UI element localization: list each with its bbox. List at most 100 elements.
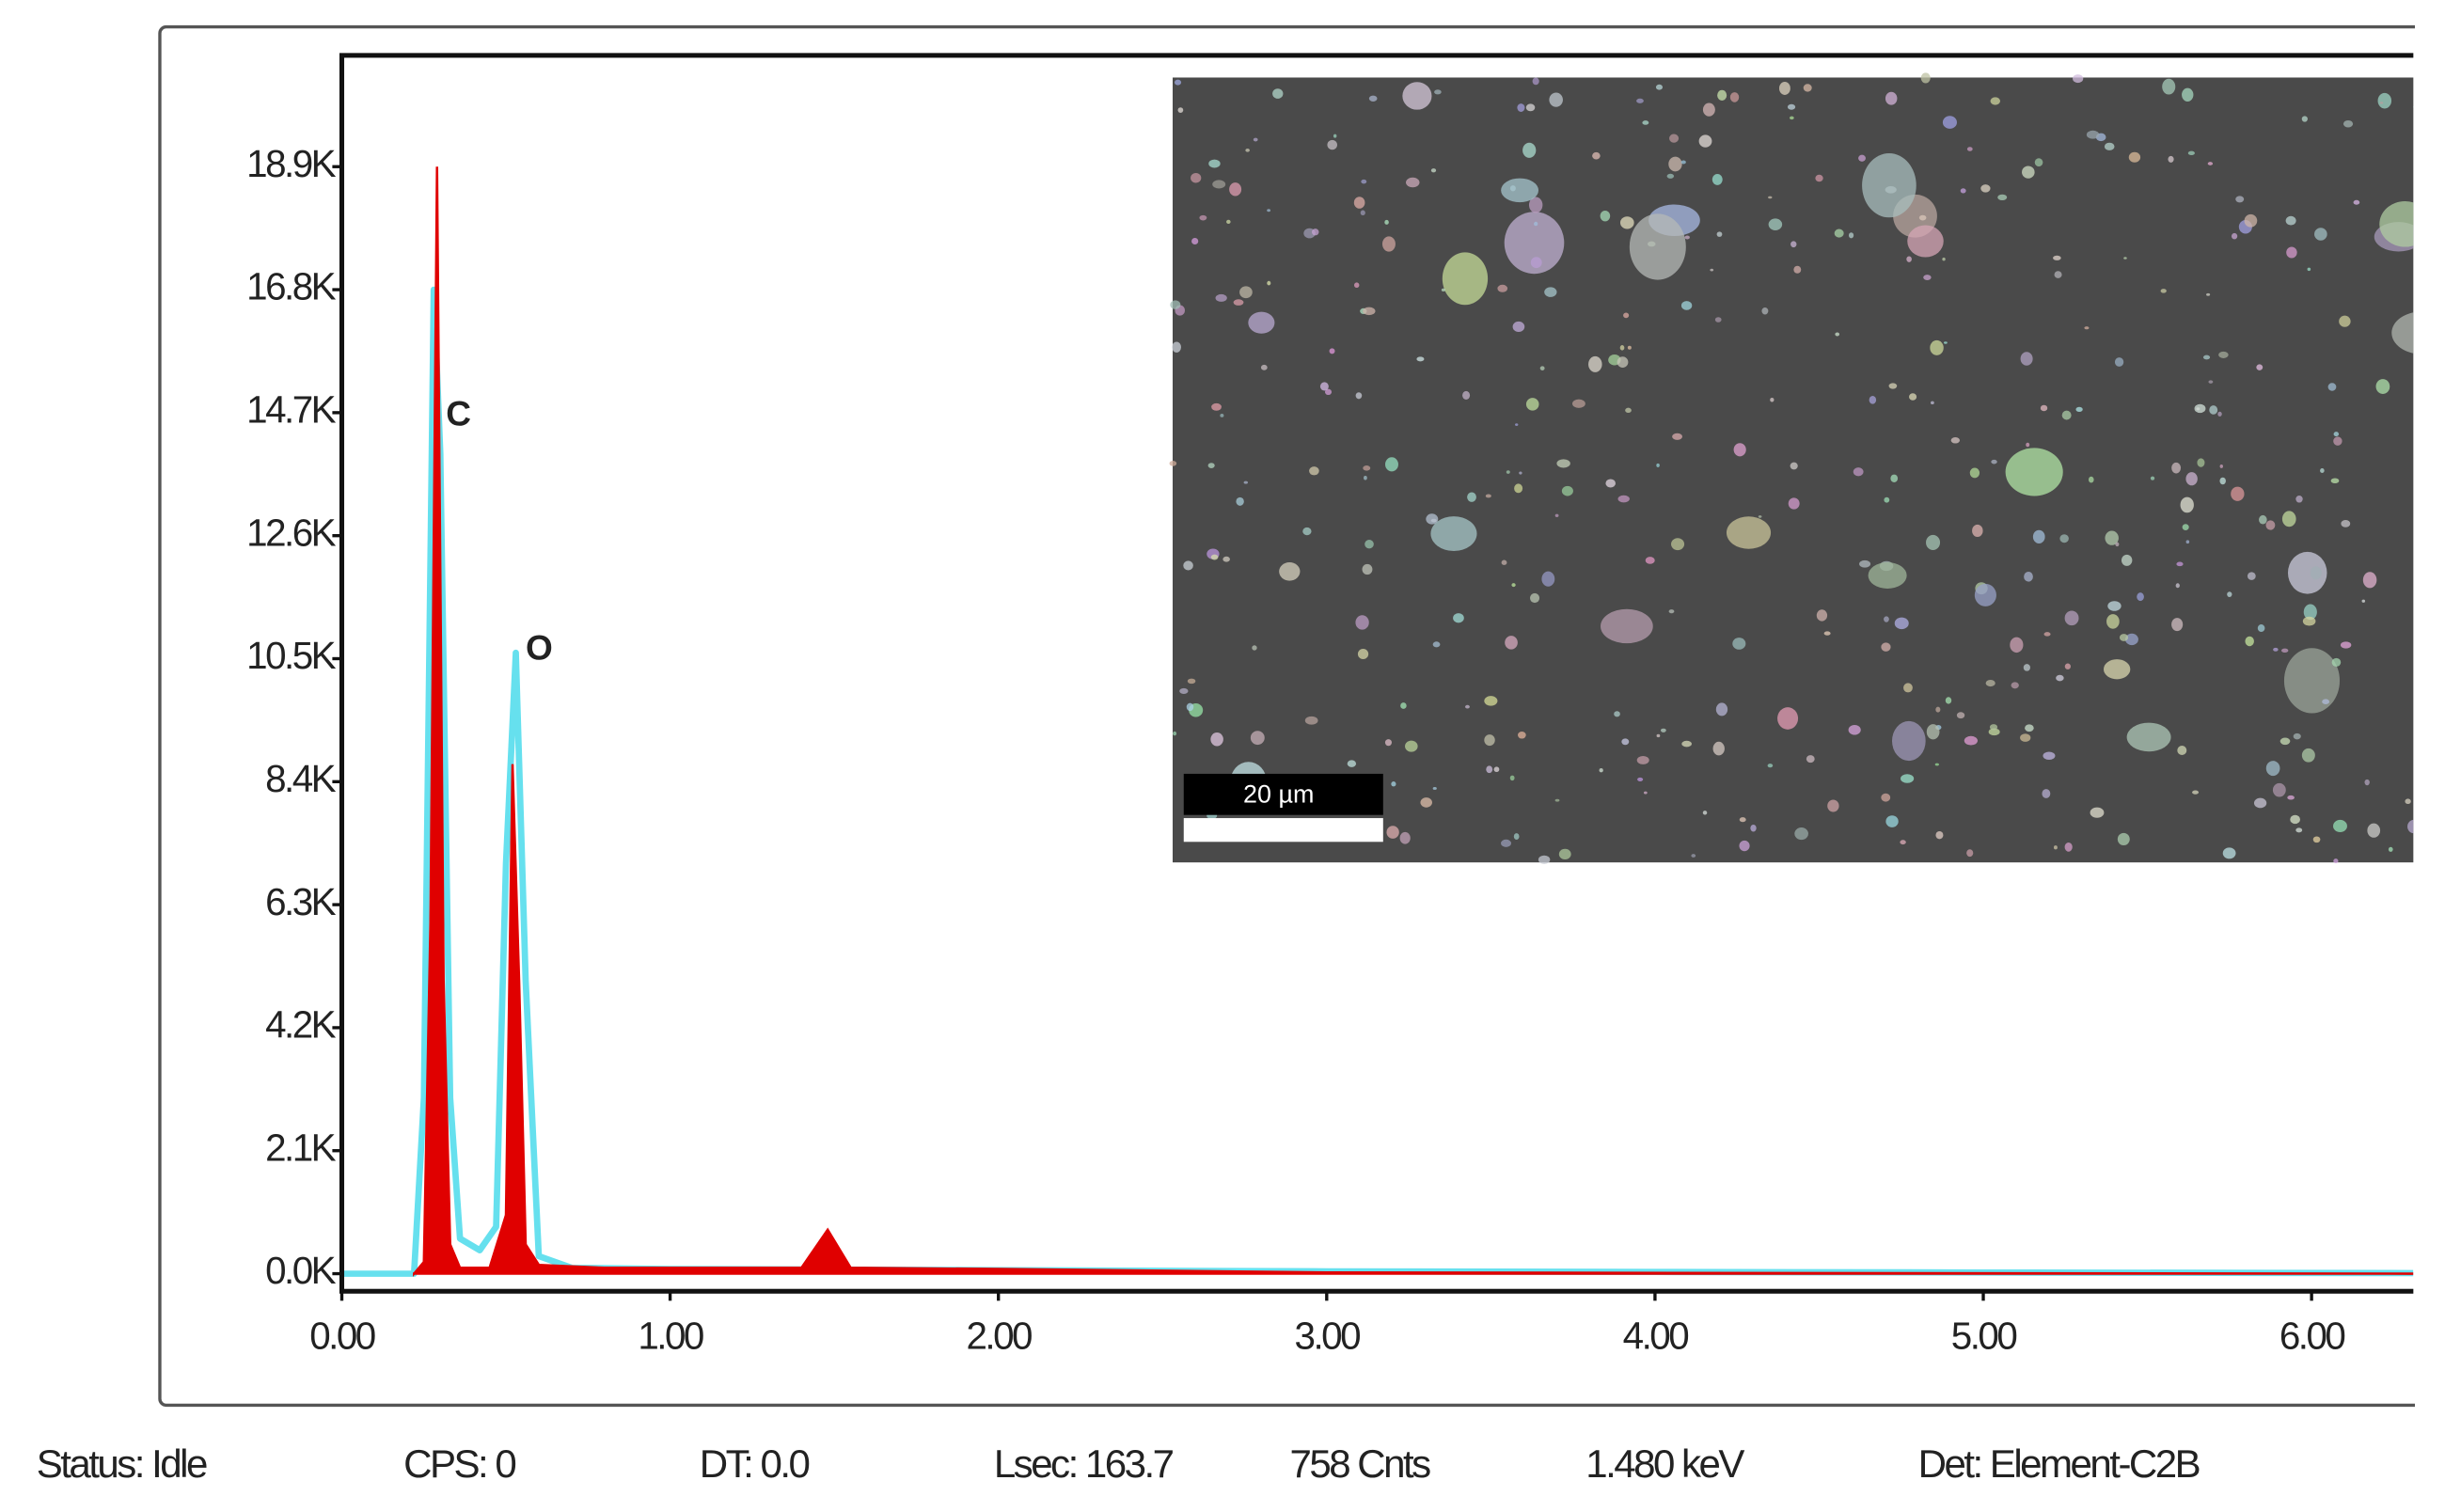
particle [2032, 529, 2045, 544]
particle [2218, 351, 2229, 358]
particle [1636, 755, 1649, 764]
particle [1714, 317, 1722, 323]
particle [2026, 442, 2030, 448]
particle [1400, 702, 1407, 709]
particle [1656, 733, 1661, 738]
particle [1588, 355, 1602, 372]
particle [1347, 760, 1357, 767]
particle [1942, 257, 1946, 261]
particle [1619, 216, 1634, 229]
particle [1505, 636, 1518, 650]
particle [2207, 162, 2214, 165]
particle [2150, 476, 2155, 480]
particle [1956, 712, 1965, 719]
particle [1892, 720, 1926, 762]
particle [1645, 557, 1655, 564]
particle [1614, 711, 1620, 717]
particle [2209, 405, 2218, 415]
particle [2247, 572, 2256, 580]
particle [1187, 678, 1196, 685]
particle [2023, 664, 2030, 671]
particle [2367, 823, 2381, 838]
y-tick-label: 0.0K [265, 1249, 337, 1292]
particle [1890, 474, 1899, 482]
particle [2279, 737, 2291, 746]
particle [1894, 617, 1909, 630]
particle [1170, 300, 1181, 309]
status-field: 758 Cnts [1290, 1441, 1431, 1486]
particle [1862, 152, 1917, 218]
y-tick-label: 10.5K [246, 634, 336, 677]
particle [1544, 287, 1557, 297]
particle [2177, 746, 2187, 756]
particle [1935, 830, 1944, 840]
x-tick-label: 1.00 [638, 1314, 703, 1357]
particle [2377, 92, 2392, 109]
particle [1319, 382, 1329, 391]
particle [2379, 201, 2414, 247]
particle [2303, 604, 2317, 621]
particle [2206, 292, 2211, 296]
particle [1619, 345, 1625, 351]
particle [1985, 679, 1995, 687]
particle [1267, 209, 1271, 213]
particle [1169, 460, 1177, 466]
particle [1869, 396, 1877, 404]
plot-right-mask [2413, 50, 2445, 1297]
particle [1888, 383, 1898, 389]
particle [1485, 494, 1491, 498]
particle [2176, 561, 2184, 567]
particle [1174, 79, 1182, 86]
particle [1561, 485, 1573, 496]
particle [1355, 615, 1369, 630]
particle [1621, 738, 1630, 746]
particle [1467, 492, 1476, 502]
particle [2119, 634, 2129, 641]
particle [1884, 616, 1889, 622]
particle [1702, 102, 1715, 117]
plot-area: 0.0K 2.1K 4.2K 6.3K 8.4K 10.5K 12.6K 14.7K 16.8K… [246, 50, 2445, 1357]
particle [1964, 735, 1979, 746]
particle [1484, 734, 1495, 747]
particle [2171, 462, 2182, 474]
particle [1517, 103, 1525, 112]
particle [1391, 781, 1396, 787]
particle [1605, 479, 1616, 488]
particle [1600, 210, 1611, 222]
particle [1571, 399, 1585, 408]
particle [1309, 466, 1319, 476]
particle [1484, 696, 1498, 706]
particle [2168, 155, 2174, 163]
particle [1592, 151, 1601, 160]
particle [1787, 103, 1796, 110]
particle [2042, 789, 2051, 798]
particle [2126, 722, 2171, 752]
particle [2073, 74, 2084, 84]
particle [1177, 107, 1184, 114]
particle [2245, 636, 2254, 647]
particle [2273, 647, 2279, 652]
particle [1761, 307, 1769, 315]
particle [2295, 827, 2303, 833]
particle [1430, 168, 1437, 173]
particle [1732, 638, 1746, 650]
y-tick-label: 18.9K [246, 142, 336, 185]
particle [1881, 793, 1891, 802]
particle [1680, 160, 1686, 165]
particle [2187, 150, 2195, 156]
particle [1617, 495, 1630, 503]
particle [1208, 159, 1221, 168]
particle [1529, 592, 1540, 604]
particle [1514, 483, 1523, 494]
particle [2333, 858, 2339, 864]
particle [1364, 476, 1367, 480]
particle [2333, 819, 2347, 832]
particle [2107, 601, 2122, 611]
y-tick-label: 8.4K [265, 757, 337, 800]
particle [1432, 786, 1437, 790]
particle [2020, 733, 2031, 742]
particle [2053, 845, 2058, 850]
particle [1758, 515, 1762, 518]
particle [2171, 618, 2184, 632]
